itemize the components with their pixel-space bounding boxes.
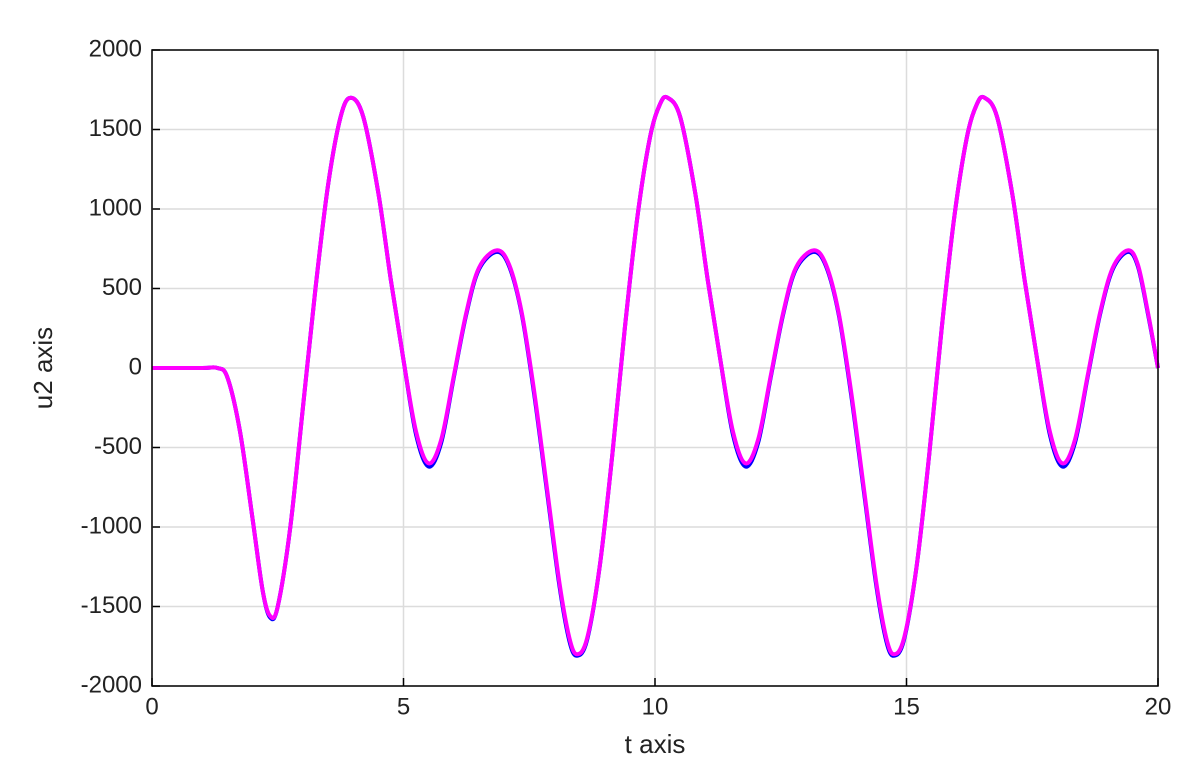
y-axis-label: u2 axis <box>28 327 58 409</box>
y-tick-label: 500 <box>102 274 142 301</box>
x-tick-label: 0 <box>145 693 158 720</box>
y-tick-label: -1500 <box>81 592 142 619</box>
y-tick-label: -1000 <box>81 512 142 539</box>
y-tick-label: 1000 <box>89 194 142 221</box>
y-tick-label: -500 <box>94 433 142 460</box>
y-tick-label: 2000 <box>89 35 142 62</box>
x-tick-label: 15 <box>893 693 920 720</box>
line-series <box>152 94 1160 657</box>
x-tick-label: 20 <box>1145 693 1172 720</box>
x-tick-label: 10 <box>642 693 669 720</box>
y-tick-label: 1500 <box>89 115 142 142</box>
x-axis-label: t axis <box>625 729 686 759</box>
y-tick-label: 0 <box>129 353 142 380</box>
y-tick-label: -2000 <box>81 671 142 698</box>
plot-frame <box>151 49 1159 687</box>
x-tick-label: 5 <box>397 693 410 720</box>
